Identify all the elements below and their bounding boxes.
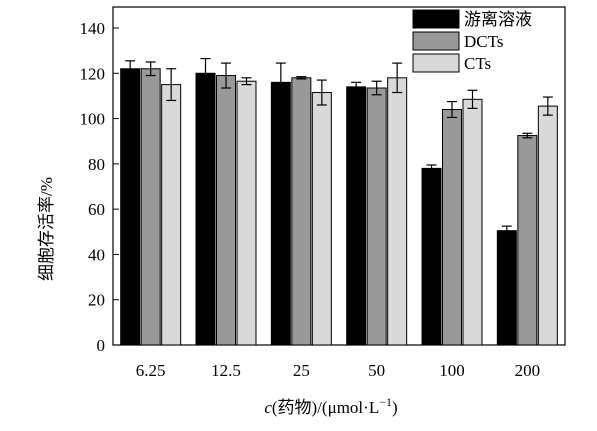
bar [120,68,141,346]
plot-frame [112,6,566,346]
legend: 游离溶液 DCTs CTs [412,9,532,73]
y-tick-label: 40 [88,245,105,264]
legend-swatch [412,53,460,73]
x-tick-label: 25 [293,361,310,380]
x-axis-title-superscript: −1 [379,395,392,409]
x-axis-title-close: ) [392,398,398,417]
bar [537,105,558,346]
y-tick-label: 80 [88,155,105,174]
y-axis-title: 细胞存活率/% [37,177,56,281]
legend-label: CTs [464,54,491,73]
y-tick-label: 140 [80,19,106,38]
y-tick-label: 60 [88,200,105,219]
x-axis-title-symbol: c [264,398,272,417]
y-tick-label: 0 [97,336,106,355]
bar [270,81,291,346]
bar [195,72,216,346]
bar [462,98,483,346]
bar [496,230,517,346]
x-tick-label: 12.5 [211,361,241,380]
y-axis-ticks: 0 20 40 60 80 100 120 140 [80,19,119,355]
x-axis-title: c(药物)/(μmol·L−1) [264,395,397,417]
y-tick-label: 100 [80,110,106,129]
bar [291,77,312,346]
bar [161,84,182,346]
bar [366,87,387,346]
bars [120,57,558,346]
bar [346,86,367,346]
y-tick-label: 20 [88,291,105,310]
x-tick-label: 100 [439,361,465,380]
x-axis-ticks: 6.25 12.5 25 50 100 200 [136,361,540,380]
legend-swatch [412,31,460,51]
bar [311,92,332,346]
x-tick-label: 50 [368,361,385,380]
y-tick-label: 120 [80,64,106,83]
bar [387,77,408,346]
x-axis-title-text: (药物)/(μmol·L [272,398,379,417]
bar [442,109,462,346]
plot-area [112,6,566,346]
bar [236,80,257,346]
bar [216,75,236,346]
x-tick-label: 200 [515,361,541,380]
legend-label: 游离溶液 [464,10,532,29]
bar [421,167,442,346]
bar [140,68,161,346]
legend-label: DCTs [464,32,503,51]
x-tick-label: 6.25 [136,361,166,380]
bar [517,135,538,346]
legend-swatch [412,9,460,29]
